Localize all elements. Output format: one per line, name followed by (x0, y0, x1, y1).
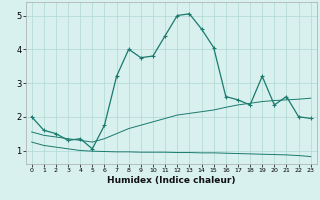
X-axis label: Humidex (Indice chaleur): Humidex (Indice chaleur) (107, 176, 236, 185)
